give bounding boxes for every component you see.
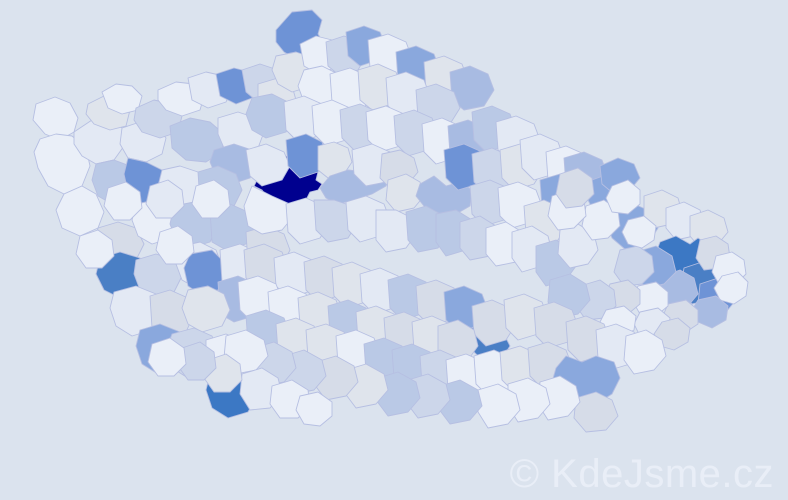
district-region[interactable]	[605, 179, 641, 215]
district-region[interactable]	[317, 141, 353, 179]
watermark-kdejsme: © KdeJsme.cz	[509, 452, 774, 496]
district-region[interactable]	[101, 83, 143, 115]
district-region[interactable]	[245, 143, 291, 187]
district-region[interactable]	[713, 271, 749, 305]
district-region[interactable]	[295, 391, 333, 427]
district-region[interactable]	[581, 199, 621, 241]
district-region[interactable]	[103, 181, 143, 221]
district-region[interactable]	[375, 371, 421, 417]
district-region[interactable]	[621, 215, 657, 249]
district-region-highlight[interactable]	[183, 249, 227, 295]
district-region[interactable]	[32, 96, 79, 141]
district-region[interactable]	[145, 179, 185, 219]
district-region[interactable]	[245, 93, 295, 139]
district-region[interactable]	[191, 179, 231, 219]
district-region[interactable]	[573, 391, 619, 433]
district-region[interactable]	[477, 383, 521, 429]
district-region[interactable]	[75, 229, 115, 269]
district-region[interactable]	[243, 185, 293, 235]
district-region[interactable]	[623, 329, 667, 375]
district-region[interactable]	[555, 167, 595, 209]
district-region[interactable]	[155, 225, 195, 265]
district-region[interactable]	[385, 173, 425, 213]
district-region[interactable]	[181, 285, 231, 333]
district-region[interactable]	[147, 337, 187, 377]
